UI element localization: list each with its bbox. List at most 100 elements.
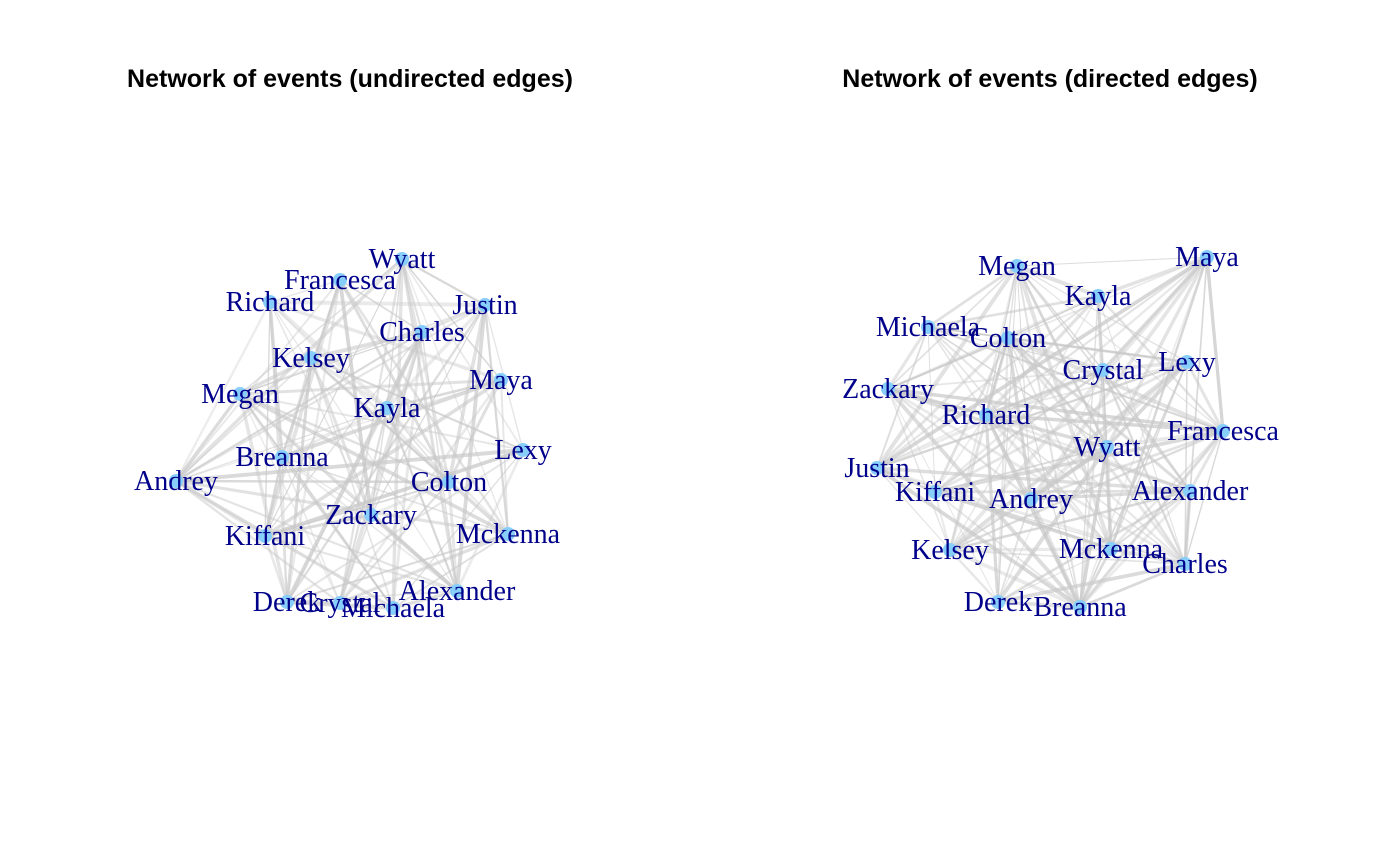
edge [934, 491, 1186, 565]
edge [286, 590, 458, 603]
edge [401, 258, 502, 381]
edge [949, 498, 1032, 551]
edge [1078, 489, 1192, 609]
edge [174, 479, 510, 536]
node-kayla [380, 401, 394, 415]
edge [239, 393, 524, 451]
node-label-richard: Richard [226, 287, 315, 318]
node-charles [1178, 557, 1192, 571]
edge [875, 360, 1189, 470]
node-label-wyatt: Wyatt [369, 244, 436, 275]
edge [1078, 562, 1187, 609]
edge [1029, 489, 1192, 501]
edge [1015, 264, 1100, 298]
node-colton [1001, 331, 1015, 345]
edge [447, 480, 510, 536]
edge [339, 279, 423, 333]
node-kiffani [258, 529, 272, 543]
edge [948, 336, 1010, 552]
edge [875, 466, 1187, 566]
node-francesca [333, 273, 347, 287]
node-richard [263, 295, 277, 309]
edge [285, 303, 487, 604]
edge [269, 279, 341, 303]
edge [400, 257, 459, 593]
edge [1016, 256, 1208, 267]
edge [927, 326, 1104, 371]
node-kiffani [928, 485, 942, 499]
edge [926, 264, 1019, 329]
edge [1015, 264, 1113, 551]
edge [1183, 489, 1192, 566]
edge [391, 589, 459, 610]
node-label-richard: Richard [942, 400, 1031, 431]
node-label-zackary: Zackary [842, 374, 934, 405]
node-label-charles: Charles [1142, 549, 1228, 580]
edge [875, 264, 1019, 470]
edge [483, 303, 510, 536]
node-label-andrey: Andrey [989, 484, 1073, 515]
node-colton [442, 475, 456, 489]
edge [1029, 429, 1225, 501]
edge [421, 331, 458, 592]
node-breanna [1073, 600, 1087, 614]
edge [948, 489, 1192, 552]
node-michaela [386, 601, 400, 615]
edge [984, 255, 1209, 417]
edge [369, 513, 459, 593]
node-alexander [1183, 484, 1197, 498]
edge [1016, 265, 1224, 432]
edge [392, 533, 509, 609]
edge [400, 257, 451, 484]
edge [1205, 255, 1225, 433]
edge [280, 406, 389, 459]
edge [1078, 445, 1109, 609]
edge [174, 330, 424, 483]
node-label-colton: Colton [970, 323, 1046, 354]
edge [1097, 295, 1186, 565]
edge [996, 489, 1192, 604]
edge [1096, 294, 1225, 433]
edge [175, 357, 312, 482]
edge [886, 387, 1225, 433]
node-mckenna [1104, 542, 1118, 556]
edge [174, 303, 487, 483]
node-andrey [1024, 492, 1038, 506]
edge [238, 356, 313, 396]
node-label-derek: Derek [964, 587, 1032, 618]
node-mckenna [501, 527, 515, 541]
node-label-megan: Megan [201, 379, 279, 410]
edge [996, 336, 1010, 604]
edge [268, 300, 451, 484]
edge [1078, 547, 1113, 609]
edge [887, 369, 1104, 390]
edge [268, 300, 487, 307]
edge [875, 466, 1082, 609]
edge [309, 330, 424, 360]
edge [926, 294, 1100, 329]
edge [174, 479, 342, 605]
node-wyatt [1100, 440, 1114, 454]
edge [886, 387, 1187, 566]
edge [933, 360, 1189, 494]
node-kelsey [943, 543, 957, 557]
edge [886, 387, 1109, 449]
node-label-francesca: Francesca [284, 265, 397, 296]
edge [996, 600, 1082, 609]
node-label-zackary: Zackary [325, 500, 417, 531]
edge [934, 446, 1108, 493]
node-label-michaela: Michaela [341, 593, 446, 624]
edge [401, 258, 524, 451]
edge-layer [875, 255, 1225, 609]
edge [933, 255, 1209, 494]
node-label-breanna: Breanna [1033, 592, 1127, 623]
edge [386, 258, 403, 409]
edge [1184, 430, 1224, 565]
edge [174, 479, 451, 484]
node-label-lexy: Lexy [1158, 347, 1216, 378]
node-label-breanna: Breanna [235, 442, 329, 473]
node-label-alexander: Alexander [1132, 476, 1249, 507]
edge [386, 407, 450, 483]
node-layer [169, 252, 530, 615]
edge [1007, 265, 1018, 339]
